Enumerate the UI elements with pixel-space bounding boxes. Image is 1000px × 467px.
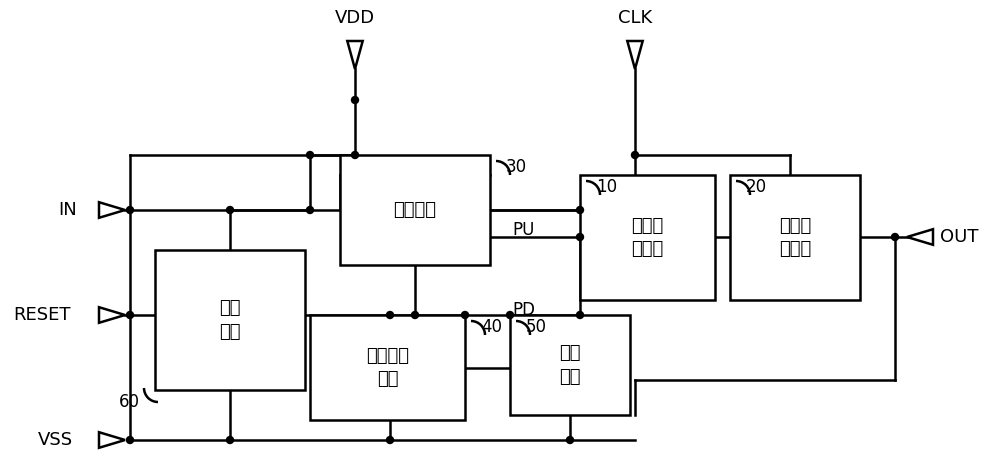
Polygon shape bbox=[907, 229, 933, 245]
Circle shape bbox=[386, 437, 394, 444]
Polygon shape bbox=[99, 307, 125, 323]
Text: 下拉控制
模块: 下拉控制 模块 bbox=[366, 347, 409, 388]
Text: 10: 10 bbox=[596, 178, 617, 196]
Text: 40: 40 bbox=[481, 318, 502, 336]
Bar bbox=[580, 175, 715, 300]
Text: PD: PD bbox=[512, 301, 535, 319]
Circle shape bbox=[126, 311, 134, 318]
Circle shape bbox=[386, 311, 394, 318]
Polygon shape bbox=[99, 432, 125, 448]
Circle shape bbox=[352, 151, 358, 158]
Circle shape bbox=[226, 437, 234, 444]
Bar bbox=[310, 315, 465, 420]
Polygon shape bbox=[99, 202, 125, 218]
Bar bbox=[340, 155, 490, 265]
Circle shape bbox=[306, 206, 314, 213]
Text: 30: 30 bbox=[506, 158, 527, 176]
Text: OUT: OUT bbox=[940, 228, 978, 246]
Circle shape bbox=[412, 311, 418, 318]
Circle shape bbox=[226, 206, 234, 213]
Circle shape bbox=[576, 206, 584, 213]
Text: RESET: RESET bbox=[13, 306, 71, 324]
Circle shape bbox=[126, 206, 134, 213]
Text: PU: PU bbox=[513, 221, 535, 239]
Bar bbox=[155, 250, 305, 390]
Circle shape bbox=[632, 151, 639, 158]
Text: 复位
模块: 复位 模块 bbox=[219, 299, 241, 341]
Circle shape bbox=[576, 311, 584, 318]
Circle shape bbox=[306, 151, 314, 158]
Text: 50: 50 bbox=[526, 318, 547, 336]
Text: 第一输
出模块: 第一输 出模块 bbox=[631, 217, 664, 258]
Circle shape bbox=[507, 311, 514, 318]
Circle shape bbox=[566, 437, 574, 444]
Circle shape bbox=[576, 234, 584, 241]
Polygon shape bbox=[627, 41, 643, 69]
Circle shape bbox=[892, 234, 898, 241]
Bar bbox=[510, 315, 630, 415]
Text: CLK: CLK bbox=[618, 9, 652, 27]
Text: 60: 60 bbox=[119, 393, 140, 411]
Text: IN: IN bbox=[59, 201, 77, 219]
Text: VSS: VSS bbox=[37, 431, 73, 449]
Text: 下拉
模块: 下拉 模块 bbox=[559, 344, 581, 386]
Circle shape bbox=[352, 97, 358, 104]
Text: 第二输
出模块: 第二输 出模块 bbox=[779, 217, 811, 258]
Bar bbox=[730, 175, 860, 300]
Circle shape bbox=[462, 311, 468, 318]
Circle shape bbox=[126, 437, 134, 444]
Text: 输入模块: 输入模块 bbox=[394, 201, 436, 219]
Polygon shape bbox=[347, 41, 363, 69]
Text: 20: 20 bbox=[746, 178, 767, 196]
Text: VDD: VDD bbox=[335, 9, 375, 27]
